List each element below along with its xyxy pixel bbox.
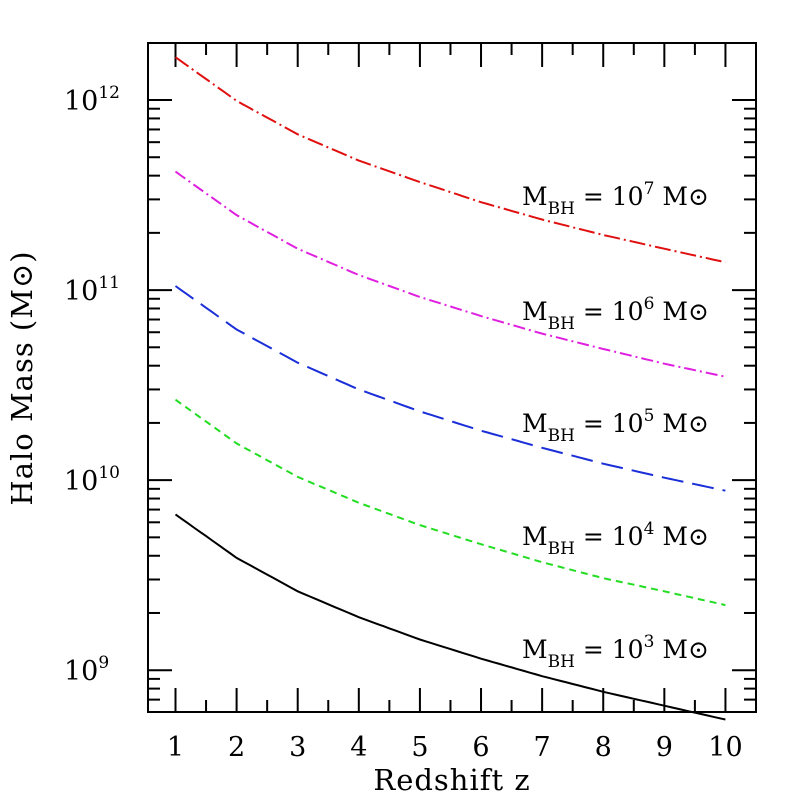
x-tick-label: 2 [228,732,245,763]
series-annotation: MBH = 104 M⊙ [522,519,709,559]
series-annotation: MBH = 107 M⊙ [522,179,709,219]
y-tick-label: 1011 [64,273,120,307]
x-tick-label: 6 [472,732,489,763]
plot-frame [147,42,757,713]
y-tick-label: 109 [64,653,109,687]
series-line [174,285,726,492]
axis-ticks [148,43,756,712]
x-tick-label: 8 [595,732,612,763]
y-tick-labels: 109 1010 1011 1012 [64,83,120,687]
series-annotation: MBH = 106 M⊙ [522,294,709,334]
series-line [174,56,726,264]
x-tick-labels: 1 2 3 4 5 6 7 8 9 10 [167,732,743,763]
series-line [174,398,726,607]
y-tick-label: 1010 [64,463,120,497]
x-tick-label: 9 [656,732,673,763]
series-line [174,513,726,721]
x-tick-label: 7 [534,732,551,763]
x-axis-title: Redshift z [373,763,530,797]
series-annotations: MBH = 107 M⊙ MBH = 106 M⊙ MBH = 105 M⊙ MBH … [522,179,709,672]
x-tick-label: 5 [411,732,428,763]
x-tick-label: 4 [350,732,367,763]
x-tick-label: 1 [167,732,184,763]
series-lines [174,56,726,721]
x-tick-label: 10 [708,732,742,763]
series-annotation: MBH = 103 M⊙ [522,632,709,672]
y-axis-title: Halo Mass (M⊙) [5,250,39,505]
y-tick-label: 1012 [64,83,120,117]
series-line [174,170,726,378]
x-tick-label: 3 [289,732,306,763]
series-annotation: MBH = 105 M⊙ [522,406,709,446]
